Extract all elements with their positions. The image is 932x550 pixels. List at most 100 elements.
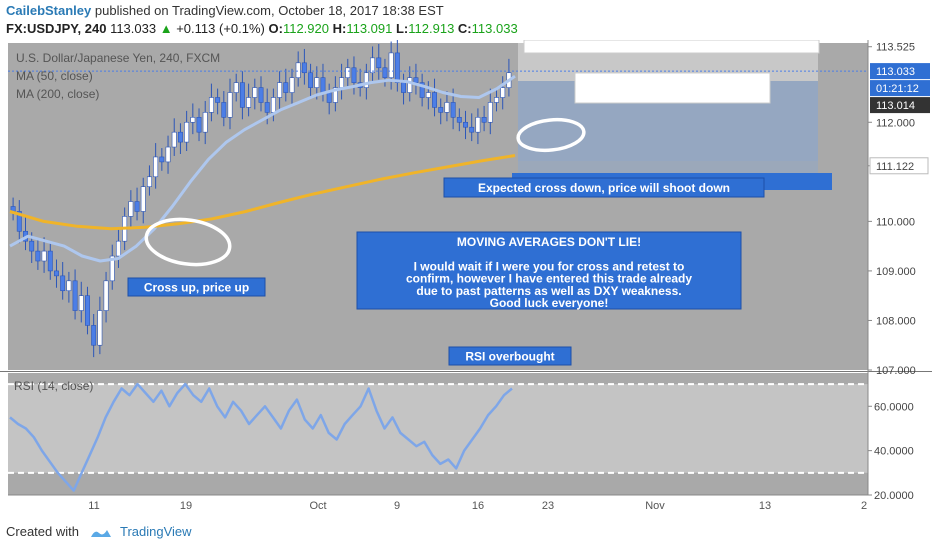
cross-down-label-bg [443, 177, 765, 198]
candle-body [388, 52, 394, 78]
candle-body [289, 77, 295, 93]
price-tick-label: 111.122 [876, 161, 914, 173]
candle-body [221, 102, 227, 118]
candle-body [413, 77, 419, 83]
low-value: 112.913 [408, 21, 455, 36]
high-label: H: [332, 21, 347, 36]
candle-body [370, 57, 376, 74]
cross-up-label-bg [127, 277, 266, 297]
candle-body [134, 201, 140, 212]
candle-body [277, 82, 283, 98]
candle-body [159, 156, 165, 163]
candle-body [252, 87, 258, 98]
price-tick-label: 107.000 [876, 365, 916, 377]
candle-body [196, 117, 202, 133]
candle-body [270, 97, 276, 113]
candle-body [91, 325, 97, 346]
price-tick-label: 109.000 [876, 266, 916, 278]
callout-line: due to past patterns as well as DXY weak… [416, 284, 681, 298]
price-tick-label: 110.000 [876, 216, 915, 228]
callout-line: I would wait if I were you for cross and… [414, 259, 685, 273]
candle-body [165, 146, 171, 163]
cross-up-label: Cross up, price up [144, 281, 249, 295]
candle-body [401, 82, 407, 93]
candle-body [425, 92, 431, 98]
price-tick-label: 108.000 [876, 315, 916, 327]
tradingview-link[interactable]: TradingView [120, 524, 192, 539]
time-tick-label: 13 [759, 500, 771, 512]
legend-ma200: MA (200, close) [16, 87, 99, 101]
candle-body [283, 82, 289, 93]
close-value: 113.033 [471, 21, 518, 36]
price-tick-label: 113.525 [876, 42, 915, 54]
price-tick-label: 112.000 [876, 117, 915, 129]
candle-body [85, 295, 90, 326]
candle-body [308, 72, 314, 88]
candle-body [35, 250, 41, 262]
rsi-tick-label: 60.0000 [874, 401, 914, 413]
created-with-text: Created with [6, 524, 79, 539]
candle-body [190, 117, 196, 123]
symbol-header: FX:USDJPY, 240 113.033 ▲ +0.113 (+0.1%) … [6, 21, 518, 36]
high-value: 113.091 [346, 21, 393, 36]
candle-body [332, 87, 338, 103]
ma50-tag-text: 113.014 [876, 100, 915, 112]
last-price-tag-text: 113.033 [876, 66, 915, 78]
time-tick-label: 23 [542, 500, 554, 512]
legend-symbol: U.S. Dollar/Japanese Yen, 240, FXCM [16, 51, 220, 65]
candle-body [153, 156, 159, 178]
candle-body [233, 82, 239, 93]
candle-body [115, 240, 121, 257]
candle-body [481, 117, 487, 123]
candle-body [500, 87, 506, 98]
candle-body [239, 82, 245, 108]
highlight-circle-cross-up [144, 217, 232, 267]
time-tick-label: 16 [472, 500, 484, 512]
time-tick-label: 9 [394, 500, 400, 512]
time-tick-label: Oct [309, 500, 326, 512]
rsi-overbought-label-bg [448, 346, 572, 366]
callout-line: Good luck everyone! [490, 296, 609, 310]
axis-layer: 11 19 Oct 9 16 23 Nov 13 2 113.525 112.000 111.122 1… [8, 40, 930, 512]
candle-body [16, 211, 22, 232]
candle-body [60, 275, 66, 292]
candle-body [320, 77, 326, 93]
published-text: published on TradingView.com, October 18… [94, 3, 444, 18]
candle-body [103, 280, 109, 311]
last-price: 113.033 [110, 21, 157, 36]
legend-layer: U.S. Dollar/Japanese Yen, 240, FXCM MA (5… [14, 51, 220, 393]
candle-body [208, 97, 214, 113]
candle-body [72, 280, 78, 311]
ma50-line [9, 74, 516, 263]
candle-body [407, 77, 413, 93]
highlight-circle-cross-down [516, 117, 586, 153]
price-scale-bg [868, 40, 932, 495]
candle-body [215, 97, 221, 103]
time-tick-label: Nov [645, 500, 665, 512]
footer: Created with TradingView [6, 524, 192, 539]
ma200-line [9, 154, 516, 231]
rsi-band [8, 384, 868, 473]
candle-body [382, 67, 388, 78]
author-link[interactable]: CailebStanley [6, 3, 92, 18]
candle-body [469, 126, 475, 133]
candle-body [295, 62, 301, 78]
candle-body [54, 270, 59, 277]
candle-body [184, 121, 190, 143]
callout-box [356, 231, 742, 310]
candle-body [314, 77, 320, 88]
chart-canvas[interactable]: Target: 300 (1.67%) 100.0; Amount: 1925.… [0, 40, 932, 518]
candle-body [202, 112, 208, 133]
legend-rsi: RSI (14, close) [14, 379, 93, 393]
open-label: O: [268, 21, 283, 36]
rsi-tick-label: 40.0000 [874, 446, 914, 458]
candle-body [264, 102, 270, 113]
candle-body [494, 97, 499, 103]
rsi-tick-label: 20.0000 [874, 490, 914, 502]
candle-body [301, 62, 307, 74]
candle-body [177, 131, 183, 143]
candle-body [258, 87, 264, 103]
countdown-tag [870, 80, 930, 97]
time-tick-label: 11 [88, 500, 99, 512]
candle-body [419, 82, 425, 98]
